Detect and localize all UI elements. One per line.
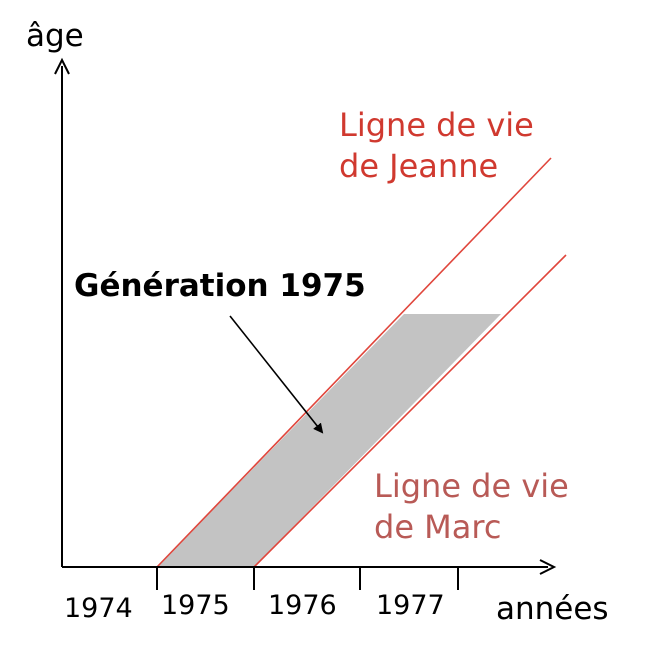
jeanne-label-line2: de Jeanne bbox=[339, 147, 498, 185]
y-axis-label: âge bbox=[26, 18, 84, 54]
x-axis-arrowhead bbox=[539, 559, 557, 575]
jeanne-label-line1: Ligne de vie bbox=[339, 106, 534, 144]
cohort-pointer-arrow bbox=[229, 315, 324, 434]
lifeline-marc bbox=[253, 254, 567, 568]
y-axis-arrowhead bbox=[54, 57, 70, 75]
x-tick-label-1975: 1975 bbox=[161, 590, 230, 621]
x-tick-label-1974: 1974 bbox=[64, 593, 133, 624]
marc-label-line1: Ligne de vie bbox=[374, 467, 569, 505]
x-tick-label-1977: 1977 bbox=[376, 590, 445, 621]
x-tick-label-1976: 1976 bbox=[268, 590, 337, 621]
x-axis-label: années bbox=[496, 591, 609, 627]
lifeline-jeanne bbox=[156, 157, 552, 568]
cohort-band bbox=[157, 314, 501, 567]
cohort-label: Génération 1975 bbox=[74, 268, 366, 304]
marc-label-line2: de Marc bbox=[374, 508, 501, 546]
